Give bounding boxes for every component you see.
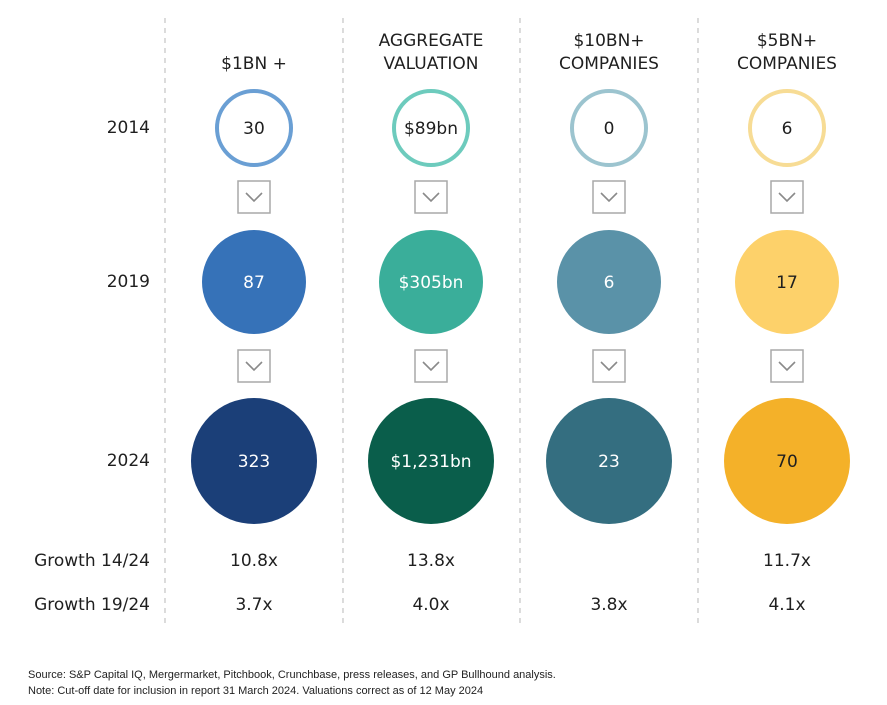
bubble-col2-2019 xyxy=(379,230,483,334)
value-col1-2024: 323 xyxy=(238,452,270,472)
value-col2-2014: $89bn xyxy=(404,119,458,139)
down-arrow-box-2-col3 xyxy=(592,349,626,383)
chevron-down-icon xyxy=(245,361,263,372)
column-header-3-line-2: COMPANIES xyxy=(559,54,659,74)
bubble-col2-2024 xyxy=(368,398,494,524)
column-header-2-line-1: AGGREGATE xyxy=(379,31,484,51)
chevron-down-icon xyxy=(600,361,618,372)
down-arrow-box-1-col2 xyxy=(414,180,448,214)
down-arrow-box-1-col1 xyxy=(237,180,271,214)
value-col4-2019: 17 xyxy=(776,273,798,293)
growth-value-2-col4: 4.1x xyxy=(768,595,805,615)
growth-label-2: Growth 19/24 xyxy=(34,595,150,615)
bubble-col1-2019 xyxy=(202,230,306,334)
growth-value-1-col1: 10.8x xyxy=(230,551,278,571)
chevron-down-icon xyxy=(245,192,263,203)
column-header-4-line-2: COMPANIES xyxy=(737,54,837,74)
source-note: Source: S&P Capital IQ, Mergermarket, Pi… xyxy=(28,669,556,681)
growth-value-2-col1: 3.7x xyxy=(235,595,272,615)
down-arrow-box-2-col1 xyxy=(237,349,271,383)
bubble-col3-2024 xyxy=(546,398,672,524)
chevron-down-icon xyxy=(778,192,796,203)
bubble-col1-2014 xyxy=(215,89,293,167)
down-arrow-box-2-col2 xyxy=(414,349,448,383)
down-arrow-box-1-col3 xyxy=(592,180,626,214)
growth-value-2-col2: 4.0x xyxy=(412,595,449,615)
row-label-2019: 2019 xyxy=(107,272,150,292)
bubble-col3-2019 xyxy=(557,230,661,334)
value-col1-2014: 30 xyxy=(243,119,265,139)
column-header-1-line-1: $1BN + xyxy=(221,54,287,74)
chevron-down-icon xyxy=(778,361,796,372)
value-col2-2019: $305bn xyxy=(399,273,464,293)
value-col4-2014: 6 xyxy=(782,119,793,139)
growth-value-1-col2: 13.8x xyxy=(407,551,455,571)
bubble-col4-2019 xyxy=(735,230,839,334)
chevron-down-icon xyxy=(600,192,618,203)
chevron-down-icon xyxy=(422,361,440,372)
growth-value-2-col3: 3.8x xyxy=(590,595,627,615)
chevron-down-icon xyxy=(422,192,440,203)
value-col3-2014: 0 xyxy=(604,119,615,139)
down-arrow-box-1-col4 xyxy=(770,180,804,214)
column-header-2-line-2: VALUATION xyxy=(383,54,478,74)
growth-value-1-col4: 11.7x xyxy=(763,551,811,571)
row-label-2014: 2014 xyxy=(107,118,150,138)
down-arrow-box-2-col4 xyxy=(770,349,804,383)
column-header-4-line-1: $5BN+ xyxy=(757,31,817,51)
bubble-col2-2014 xyxy=(392,89,470,167)
value-col1-2019: 87 xyxy=(243,273,265,293)
value-col3-2019: 6 xyxy=(604,273,615,293)
bubble-col1-2024 xyxy=(191,398,317,524)
value-col4-2024: 70 xyxy=(776,452,798,472)
bubble-col3-2014 xyxy=(570,89,648,167)
value-col3-2024: 23 xyxy=(598,452,620,472)
bubble-col4-2024 xyxy=(724,398,850,524)
column-header-3-line-1: $10BN+ xyxy=(573,31,644,51)
row-label-2024: 2024 xyxy=(107,451,150,471)
value-col2-2024: $1,231bn xyxy=(390,452,471,472)
bubble-col4-2014 xyxy=(748,89,826,167)
growth-label-1: Growth 14/24 xyxy=(34,551,150,571)
cutoff-note: Note: Cut-off date for inclusion in repo… xyxy=(28,685,484,697)
